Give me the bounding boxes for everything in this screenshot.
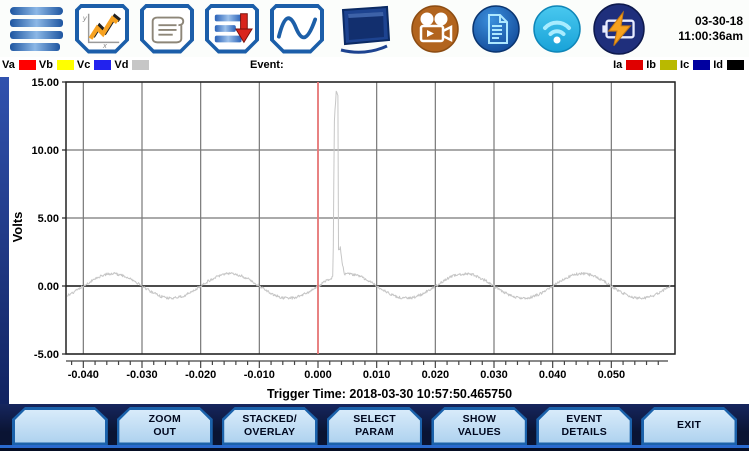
waveform-icon: [276, 9, 318, 49]
legend-label: Ic: [680, 59, 690, 71]
zoom-out-button-label: ZOOM OUT: [119, 410, 210, 443]
voltage-legend: Va Vb Vc Vd: [2, 59, 152, 71]
legend-swatch-id: [727, 60, 744, 70]
svg-text:0.010: 0.010: [363, 369, 391, 381]
left-edge-strip: [0, 77, 9, 451]
wifi-icon: [533, 4, 581, 53]
legend-item-va: Va: [2, 59, 36, 71]
svg-text:0.00: 0.00: [38, 281, 59, 293]
button-row: ZOOM OUT STACKED/OVERLAY SELECT PARAM SHOW VAL…: [12, 407, 737, 445]
legend-item-vd: Vd: [114, 59, 150, 71]
legend-swatch-ib: [660, 60, 678, 70]
record-camera-icon: [411, 4, 459, 53]
legend-item-ib: Ib: [646, 59, 678, 71]
document-button[interactable]: [471, 4, 521, 54]
stacked-overlay-button-label: STACKED/OVERLAY: [224, 410, 315, 443]
event-details-button-label: EVENT DETAILS: [539, 410, 630, 443]
svg-text:-0.010: -0.010: [244, 369, 275, 381]
svg-text:0.020: 0.020: [422, 369, 450, 381]
legend-row: Va Vb Vc Vd Event: Ia Ib Ic Id: [0, 57, 749, 77]
svg-text:10.00: 10.00: [31, 145, 59, 157]
legend-item-id: Id: [713, 59, 744, 71]
event-details-button[interactable]: EVENT DETAILS: [536, 407, 632, 445]
select-param-button[interactable]: SELECT PARAM: [327, 407, 423, 445]
date-text: 03-30-18: [694, 13, 743, 28]
zoom-out-button[interactable]: ZOOM OUT: [117, 407, 213, 445]
legend-label: Id: [713, 59, 723, 71]
svg-text:0.050: 0.050: [598, 369, 626, 381]
monitor-button[interactable]: [335, 4, 399, 54]
toolbar: y x: [0, 0, 749, 57]
monitor-icon: [340, 5, 391, 54]
svg-text:15.00: 15.00: [31, 77, 59, 89]
legend-swatch-ic: [693, 60, 711, 70]
svg-text:-0.030: -0.030: [126, 369, 157, 381]
dranetz-logo: [10, 6, 63, 51]
legend-label: Ia: [613, 59, 623, 71]
battery-charging-icon: [593, 2, 645, 55]
legend-swatch-vc: [94, 60, 112, 70]
show-values-button-label: SHOW VALUES: [434, 410, 525, 443]
svg-text:5.00: 5.00: [38, 213, 59, 225]
svg-text:0.000: 0.000: [304, 369, 332, 381]
stacked-overlay-button[interactable]: STACKED/OVERLAY: [222, 407, 318, 445]
report-scroll-icon: [146, 9, 188, 49]
exit-button-label: EXIT: [644, 410, 735, 443]
legend-item-vb: Vb: [39, 59, 74, 71]
trend-graph-icon: y x: [81, 9, 123, 49]
svg-text:-0.040: -0.040: [68, 369, 99, 381]
home-logo-button[interactable]: [8, 6, 64, 52]
trend-graph-button[interactable]: y x: [75, 4, 129, 54]
bottom-dark-edge: [0, 448, 749, 451]
svg-text:0.030: 0.030: [480, 369, 508, 381]
battery-charging-button[interactable]: [593, 2, 645, 55]
document-icon: [472, 4, 520, 53]
legend-label: Vd: [114, 59, 129, 71]
show-values-button[interactable]: SHOW VALUES: [431, 407, 527, 445]
legend-item-ia: Ia: [613, 59, 644, 71]
time-text: 11:00:36am: [678, 28, 743, 43]
waveform-button[interactable]: [270, 4, 324, 54]
waveform-chart: 15.00 10.00 5.00 0.00 -5.00 -0.040 -0.030 -0.02…: [10, 77, 676, 381]
legend-item-vc: Vc: [76, 59, 112, 71]
trigger-time: Trigger Time: 2018-03-30 10:57:50.465750: [266, 387, 513, 401]
wifi-button[interactable]: [532, 4, 582, 54]
datetime: 03-30-18 11:00:36am: [678, 14, 745, 44]
svg-text:Volts: Volts: [10, 212, 25, 243]
legend-label: Vb: [38, 59, 53, 71]
button-bar: ZOOM OUT STACKED/OVERLAY SELECT PARAM SHOW VAL…: [0, 404, 749, 451]
legend-swatch-ia: [626, 60, 644, 70]
event-label: Event:: [250, 59, 284, 71]
waveform-trace-vd: [67, 90, 671, 300]
blank-button[interactable]: [12, 407, 108, 445]
svg-text:0.040: 0.040: [539, 369, 567, 381]
download-data-button[interactable]: [205, 4, 259, 54]
legend-swatch-va: [18, 60, 36, 70]
legend-label: Ib: [646, 59, 657, 71]
legend-label: Va: [2, 59, 15, 71]
legend-item-ic: Ic: [680, 59, 711, 71]
legend-swatch-vd: [132, 60, 150, 70]
legend-label: Vc: [76, 59, 91, 71]
record-camera-button[interactable]: [410, 4, 460, 54]
report-scroll-button[interactable]: [140, 4, 194, 54]
svg-text:-5.00: -5.00: [34, 349, 59, 361]
blank-button-label: [15, 410, 106, 443]
bottom-blue-line: [0, 445, 749, 448]
svg-text:-0.020: -0.020: [185, 369, 216, 381]
download-data-icon: [211, 9, 253, 49]
svg-text:x: x: [102, 41, 108, 49]
legend-swatch-vb: [56, 60, 74, 70]
current-legend: Ia Ib Ic Id: [613, 59, 747, 71]
exit-button[interactable]: EXIT: [641, 407, 737, 445]
svg-text:y: y: [82, 13, 88, 22]
select-param-button-label: SELECT PARAM: [329, 410, 420, 443]
